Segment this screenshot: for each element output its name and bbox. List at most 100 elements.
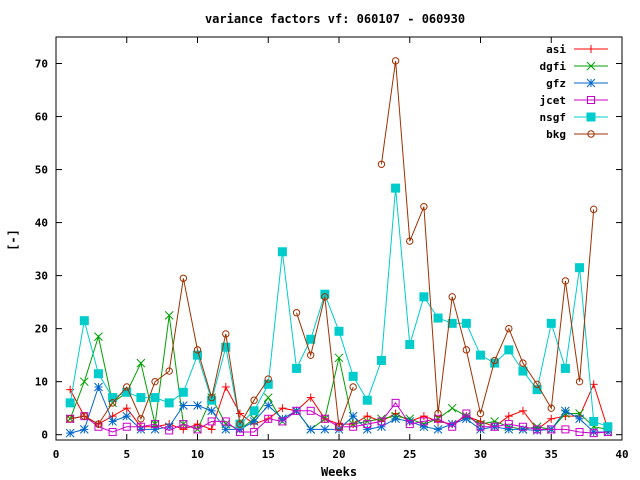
data-point-nsgf: [405, 340, 415, 350]
y-tick-label: 20: [35, 323, 48, 336]
data-point-nsgf: [93, 369, 103, 379]
data-point-dgfi: [263, 393, 273, 402]
legend: asi dgfi gfz jcet nsgf bkg: [540, 43, 608, 141]
data-point-nsgf: [603, 422, 613, 432]
data-point-jcet: [179, 420, 188, 429]
data-point-gfz: [433, 425, 443, 434]
data-point-gfz: [561, 406, 570, 416]
data-point-nsgf: [490, 358, 500, 368]
data-point-jcet: [476, 422, 485, 431]
data-point-nsgf: [221, 342, 231, 352]
x-axis-label: Weeks: [321, 465, 357, 479]
series-line-bkg: [380, 60, 595, 414]
data-point-jcet: [122, 422, 131, 431]
data-point-asi: [207, 425, 216, 434]
data-point-bkg: [476, 409, 485, 418]
data-point-bkg: [434, 409, 442, 418]
data-point-nsgf: [589, 416, 599, 426]
data-point-jcet: [292, 406, 301, 415]
data-point-nsgf: [178, 387, 188, 397]
series-line-bkg: [296, 296, 354, 427]
data-point-gfz: [122, 411, 132, 421]
series-nsgf: [65, 183, 613, 432]
data-point-nsgf: [334, 326, 344, 336]
data-point-jcet: [151, 420, 160, 429]
data-point-nsgf: [292, 363, 302, 373]
data-point-bkg: [179, 274, 188, 282]
x-tick-label: 30: [474, 448, 487, 461]
y-tick-label: 50: [35, 164, 48, 177]
data-point-bkg: [80, 412, 89, 420]
data-point-jcet: [391, 398, 400, 407]
legend-marker-bkg: [587, 130, 595, 138]
legend-label-asi: asi: [546, 43, 566, 56]
data-point-bkg: [108, 399, 117, 407]
data-point-gfz: [306, 425, 316, 434]
y-axis-label: [-]: [6, 229, 20, 251]
y-tick-label: 60: [35, 111, 48, 124]
data-point-nsgf: [532, 385, 542, 395]
data-point-gfz: [150, 425, 160, 434]
data-point-jcet: [320, 414, 329, 423]
data-point-nsgf: [277, 247, 287, 257]
data-point-jcet: [207, 417, 216, 426]
data-point-jcet: [547, 425, 556, 434]
data-point-dgfi: [447, 403, 457, 413]
data-point-bkg: [420, 202, 428, 211]
series-gfz: [65, 382, 613, 438]
data-point-bkg: [66, 415, 74, 423]
y-tick-label: 10: [35, 376, 48, 389]
data-point-asi: [278, 404, 287, 413]
y-tick-label: 0: [41, 429, 48, 442]
data-point-nsgf: [461, 318, 471, 328]
data-point-bkg: [250, 396, 258, 404]
data-point-jcet: [278, 417, 287, 426]
data-point-jcet: [448, 422, 457, 431]
data-point-bkg: [391, 57, 400, 65]
data-point-nsgf: [108, 393, 118, 403]
data-point-dgfi: [94, 332, 103, 341]
data-point-bkg: [321, 293, 329, 301]
data-point-nsgf: [362, 395, 372, 405]
data-point-jcet: [589, 429, 598, 438]
data-point-jcet: [575, 428, 584, 437]
data-point-gfz: [377, 422, 386, 432]
data-point-bkg: [151, 377, 159, 386]
data-point-nsgf: [433, 313, 443, 323]
data-point-jcet: [363, 420, 372, 429]
data-point-bkg: [590, 205, 598, 214]
data-point-asi: [518, 406, 527, 415]
data-point-asi: [306, 393, 315, 402]
data-point-gfz: [193, 401, 202, 410]
data-point-bkg: [264, 375, 272, 383]
data-point-bkg: [349, 383, 357, 391]
data-point-bkg: [547, 404, 555, 412]
data-point-gfz: [348, 411, 358, 421]
data-point-jcet: [419, 417, 428, 426]
data-point-nsgf: [136, 393, 146, 403]
data-point-bkg: [406, 237, 414, 245]
series-line-nsgf: [69, 188, 609, 428]
data-point-nsgf: [419, 292, 429, 302]
data-point-nsgf: [391, 183, 401, 193]
data-point-nsgf: [376, 355, 386, 365]
data-point-asi: [589, 380, 598, 389]
data-point-jcet: [377, 417, 386, 426]
data-point-asi: [235, 409, 244, 418]
data-point-gfz: [391, 414, 400, 424]
data-point-dgfi: [79, 377, 89, 387]
data-point-bkg: [462, 346, 471, 354]
x-axis-ticks: 0 5 10 15 20 25 30 35 40: [53, 37, 629, 461]
data-point-bkg: [137, 415, 145, 423]
data-point-jcet: [193, 425, 202, 434]
legend-marker-nsgf: [586, 112, 596, 122]
y-axis-ticks: 0 10 20 30 40 50 60 70: [35, 58, 622, 442]
data-point-nsgf: [348, 371, 358, 381]
data-point-nsgf: [575, 263, 585, 273]
data-point-gfz: [207, 406, 217, 416]
data-point-jcet: [504, 420, 513, 429]
data-point-bkg: [505, 324, 513, 333]
data-point-jcet: [264, 414, 273, 423]
legend-marker-dgfi: [586, 61, 596, 71]
